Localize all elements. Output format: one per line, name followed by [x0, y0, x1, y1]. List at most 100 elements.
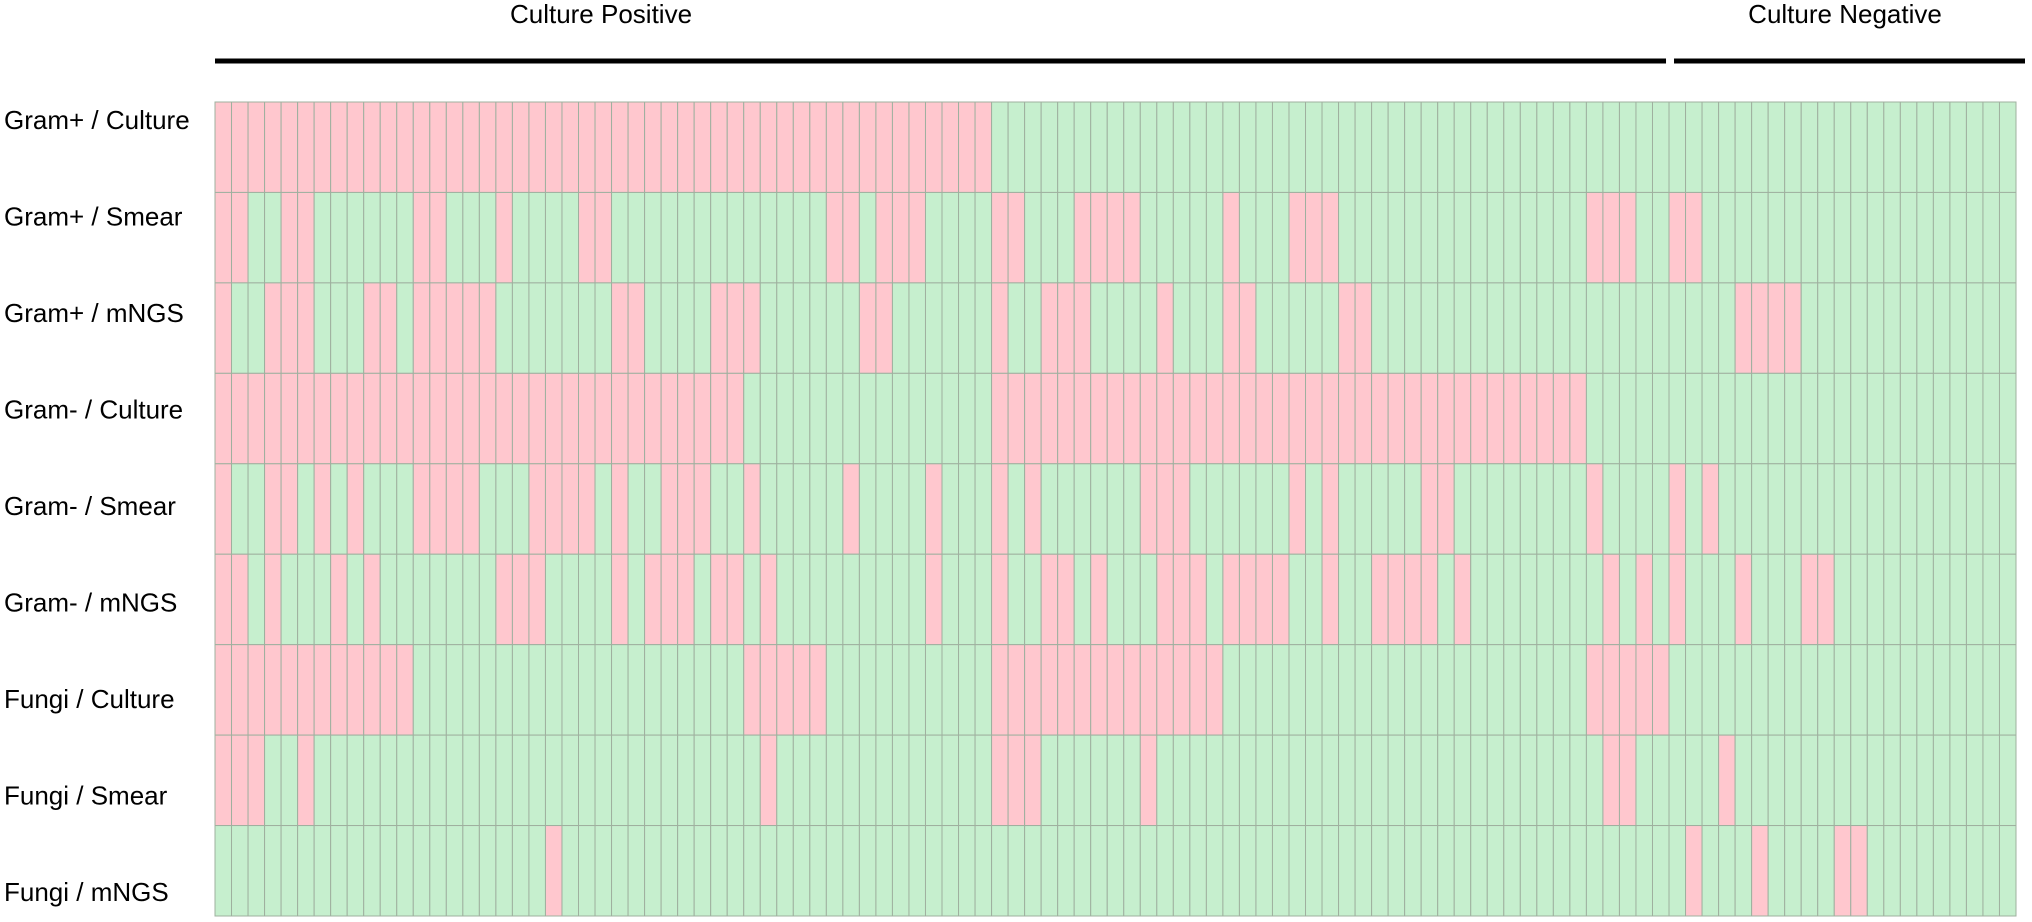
cell — [1073, 282, 1092, 374]
cell — [1420, 553, 1439, 646]
cell — [1833, 644, 1852, 736]
cell — [644, 282, 662, 374]
cell — [1222, 463, 1240, 555]
cell — [330, 282, 348, 374]
cell — [578, 101, 596, 193]
cell — [1833, 463, 1852, 555]
cell — [1123, 372, 1141, 465]
cell — [1784, 191, 1802, 284]
cell — [1685, 463, 1703, 555]
cell — [941, 191, 960, 284]
cell — [1833, 191, 1852, 284]
cell — [1437, 191, 1455, 284]
cell — [1949, 825, 1967, 917]
cell — [759, 825, 778, 917]
cell — [1784, 734, 1802, 827]
cell — [1321, 825, 1340, 917]
cell — [809, 282, 827, 374]
cell — [1998, 282, 2017, 374]
cell — [974, 734, 993, 827]
cell — [991, 825, 1009, 917]
cell — [1024, 825, 1042, 917]
cell — [1354, 282, 1373, 374]
cell — [1767, 463, 1786, 555]
cell — [1998, 825, 2017, 917]
cell — [247, 463, 266, 555]
cell — [1205, 101, 1224, 193]
cell — [1734, 553, 1753, 646]
cell — [1751, 372, 1769, 465]
cell — [1057, 553, 1075, 646]
cell — [1602, 825, 1620, 917]
cell — [478, 282, 497, 374]
cell — [644, 734, 662, 827]
cell — [528, 553, 546, 646]
cell — [825, 553, 844, 646]
cell — [1420, 282, 1439, 374]
cell — [1536, 191, 1554, 284]
cell — [1470, 825, 1488, 917]
cell — [1288, 372, 1307, 465]
cell — [710, 191, 728, 284]
cell — [1668, 372, 1687, 465]
cell — [561, 463, 580, 555]
cell — [1965, 644, 1984, 736]
cell — [478, 191, 497, 284]
cell — [511, 282, 530, 374]
cell — [578, 463, 596, 555]
cell — [1965, 825, 1984, 917]
cell — [1387, 282, 1406, 374]
cell — [677, 463, 695, 555]
cell — [264, 644, 282, 736]
cell — [1932, 644, 1951, 736]
cell — [1486, 644, 1505, 736]
cell — [330, 734, 348, 827]
cell — [1519, 191, 1538, 284]
cell — [264, 191, 282, 284]
cell — [1486, 734, 1505, 827]
cell — [1982, 463, 2000, 555]
cell — [792, 553, 811, 646]
cell — [1090, 372, 1108, 465]
row-label: Fungi / Culture — [4, 684, 175, 714]
cell — [1916, 372, 1934, 465]
cell — [842, 825, 860, 917]
cell — [908, 101, 926, 193]
cell — [825, 191, 844, 284]
cell — [1271, 553, 1290, 646]
cell — [1437, 282, 1455, 374]
cell — [958, 463, 976, 555]
cell — [1751, 282, 1769, 374]
cell — [1651, 553, 1670, 646]
cell — [1751, 734, 1769, 827]
cell — [1371, 463, 1389, 555]
cell — [1602, 191, 1620, 284]
cell — [693, 463, 712, 555]
cell — [462, 463, 480, 555]
cell — [1338, 191, 1356, 284]
cell — [1552, 463, 1571, 555]
cell — [1486, 825, 1505, 917]
cell — [363, 553, 381, 646]
cell — [495, 463, 513, 555]
cell — [1387, 463, 1406, 555]
cell — [1271, 101, 1290, 193]
cell — [1685, 644, 1703, 736]
cell — [991, 644, 1009, 736]
cell — [1767, 101, 1786, 193]
cell — [313, 282, 332, 374]
cell — [1156, 734, 1174, 827]
cell — [511, 553, 530, 646]
cell — [1453, 191, 1472, 284]
cell — [1305, 825, 1323, 917]
cell — [1618, 825, 1637, 917]
cell — [792, 372, 811, 465]
cell — [1321, 734, 1340, 827]
cell — [891, 282, 910, 374]
cell — [974, 282, 993, 374]
cell — [297, 734, 315, 827]
cell — [1701, 825, 1720, 917]
cell — [346, 372, 365, 465]
cell — [1701, 553, 1720, 646]
cell — [1767, 372, 1786, 465]
